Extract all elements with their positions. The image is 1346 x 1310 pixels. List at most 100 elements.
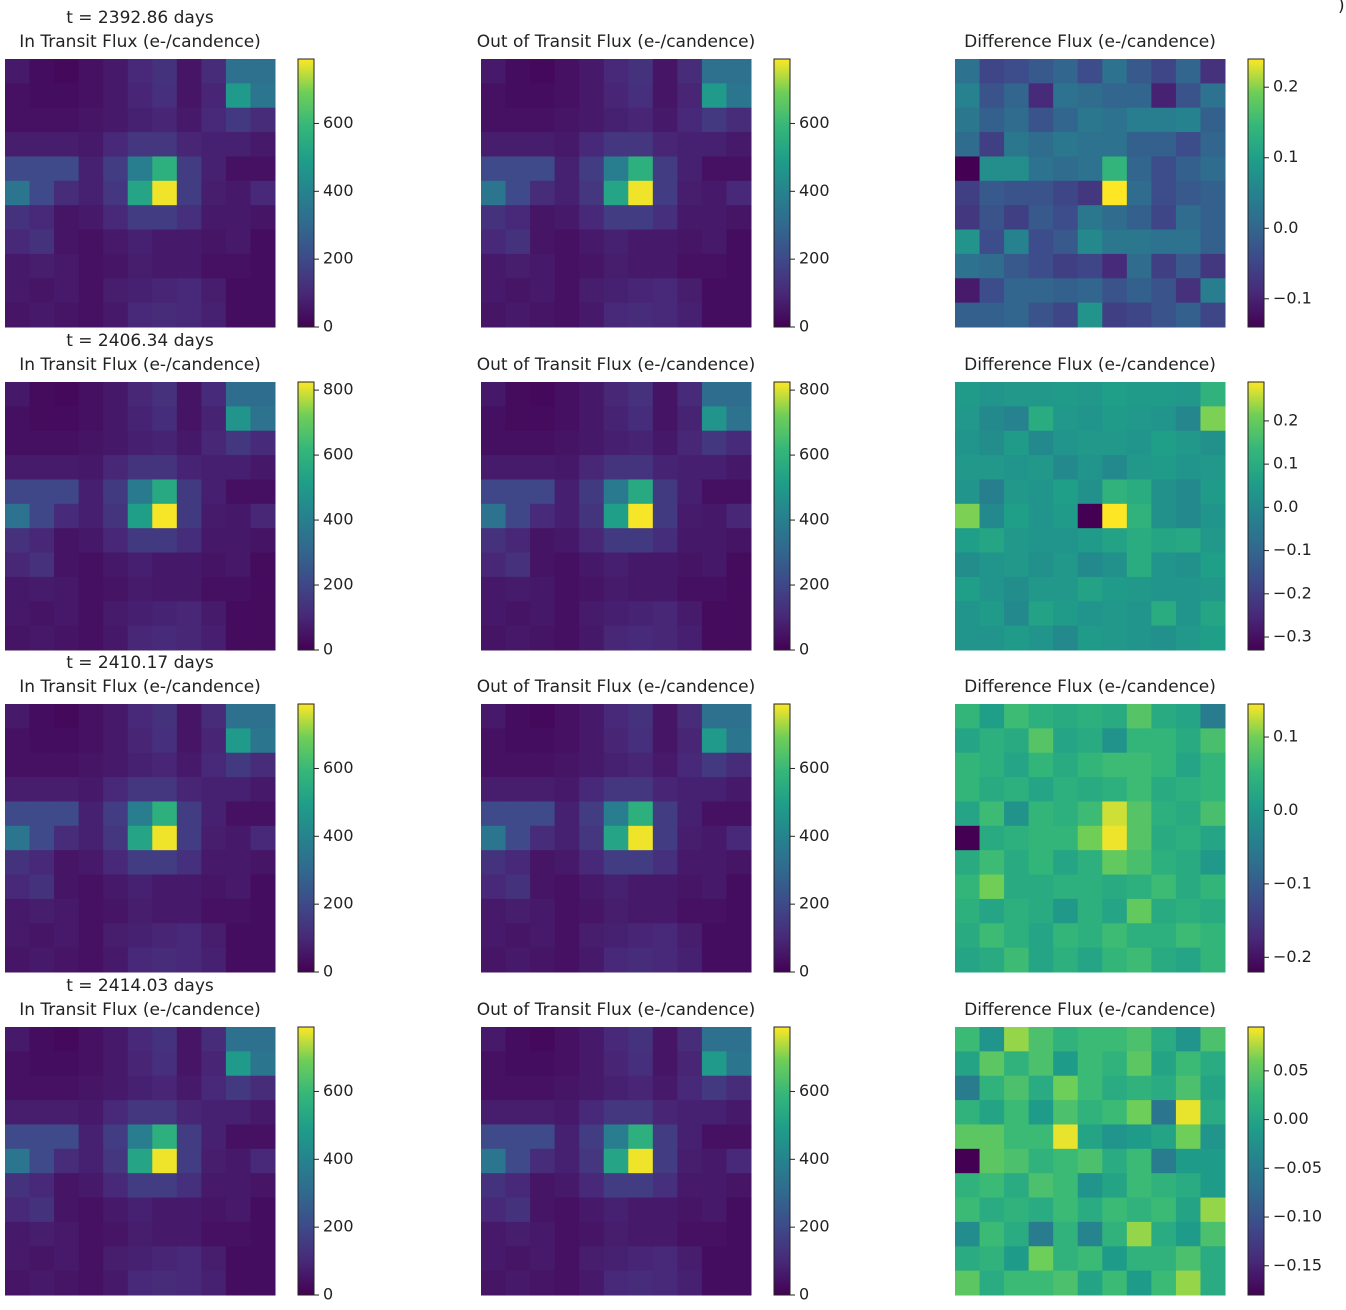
pixel-cell [29, 59, 55, 84]
pixel-cell [677, 850, 703, 876]
pixel-cell [127, 777, 153, 802]
pixel-cell [652, 1100, 678, 1125]
pixel-cell [29, 1270, 55, 1296]
pixel-cell [1004, 1197, 1030, 1223]
pixel-cell [603, 479, 629, 505]
pixel-cell [652, 278, 678, 304]
pixel-cell [979, 229, 1005, 255]
pixel-cell [603, 601, 629, 627]
colorbar [297, 1026, 315, 1296]
pixel-cell [1004, 83, 1030, 109]
pixel-cell [1004, 752, 1030, 778]
pixel-cell [1028, 850, 1054, 876]
pixel-cell [201, 1075, 227, 1101]
pixel-cell [225, 59, 251, 84]
pixel-cell [250, 752, 276, 778]
pixel-cell [1102, 601, 1128, 627]
pixel-cell [1175, 406, 1201, 432]
pixel-cell [201, 947, 227, 973]
pixel-cell [701, 253, 727, 279]
pixel-cell [481, 229, 507, 255]
pixel-cell [1102, 1051, 1128, 1077]
pixel-cell [677, 1027, 703, 1052]
pixel-cell [1151, 1270, 1177, 1296]
pixel-cell [628, 528, 654, 554]
pixel-cell [1077, 704, 1103, 729]
pixel-cell [1077, 180, 1103, 206]
pixel-cell [1126, 801, 1152, 827]
pixel-cell [505, 1173, 531, 1199]
pixel-cell [1102, 1246, 1128, 1272]
pixel-cell [628, 1100, 654, 1125]
pixel-cell [481, 898, 507, 924]
pixel-cell [1175, 801, 1201, 827]
pixel-cell [603, 1197, 629, 1223]
pixel-cell [78, 107, 104, 133]
pixel-cell [103, 825, 129, 851]
pixel-cell [103, 576, 129, 602]
pixel-cell [1004, 1246, 1030, 1272]
pixel-cell [530, 59, 556, 84]
colorbar-tick-label: 0.00 [1273, 1109, 1309, 1128]
pixel-cell [54, 1051, 80, 1077]
pixel-cell [1102, 1148, 1128, 1174]
pixel-cell [1053, 83, 1079, 109]
pixel-cell [152, 898, 178, 924]
pixel-cell [505, 898, 531, 924]
colorbar [773, 1026, 791, 1296]
pixel-cell [103, 1173, 129, 1199]
pixel-cell [78, 552, 104, 578]
pixel-cell [103, 1246, 129, 1272]
pixel-cell [1102, 898, 1128, 924]
pixel-cell [701, 278, 727, 304]
pixel-cell [1126, 850, 1152, 876]
pixel-cell [554, 728, 580, 754]
pixel-cell [1151, 801, 1177, 827]
pixel-cell [1004, 528, 1030, 554]
pixel-cell [29, 1148, 55, 1174]
pixel-cell [54, 1075, 80, 1101]
pixel-cell [78, 430, 104, 456]
pixel-cell [1126, 132, 1152, 157]
pixel-cell [726, 601, 752, 627]
pixel-cell [579, 59, 605, 84]
pixel-cell [152, 1051, 178, 1077]
pixel-cell [652, 253, 678, 279]
pixel-cell [579, 1124, 605, 1150]
pixel-cell [225, 552, 251, 578]
pixel-cell [1151, 205, 1177, 231]
pixel-cell [152, 923, 178, 949]
pixel-cell [1126, 825, 1152, 851]
colorbar-tick-label: 200 [799, 575, 830, 594]
pixel-cell [1102, 382, 1128, 407]
pixel-cell [1175, 59, 1201, 84]
pixel-cell [701, 850, 727, 876]
colorbar-tick-label: 0.1 [1273, 147, 1298, 166]
pixel-cell [225, 229, 251, 255]
pixel-cell [554, 83, 580, 109]
pixel-cell [554, 850, 580, 876]
pixel-cell [54, 576, 80, 602]
pixel-cell [726, 479, 752, 505]
pixel-cell [1151, 625, 1177, 651]
pixel-cell [481, 83, 507, 109]
pixel-cell [225, 1221, 251, 1247]
pixel-cell [530, 229, 556, 255]
pixel-cell [1175, 1221, 1201, 1247]
pixel-cell [726, 625, 752, 651]
pixel-cell [103, 278, 129, 304]
pixel-cell [1200, 1197, 1226, 1223]
pixel-cell [701, 430, 727, 456]
pixel-cell [628, 302, 654, 328]
pixel-cell [127, 752, 153, 778]
pixel-cell [554, 576, 580, 602]
pixel-cell [1004, 132, 1030, 157]
pixel-cell [530, 576, 556, 602]
pixel-cell [103, 777, 129, 802]
pixel-cell [726, 1197, 752, 1223]
pixel-cell [176, 576, 202, 602]
pixel-cell [29, 825, 55, 851]
pixel-cell [1102, 302, 1128, 328]
pixel-cell [152, 874, 178, 900]
pixel-cell [78, 752, 104, 778]
